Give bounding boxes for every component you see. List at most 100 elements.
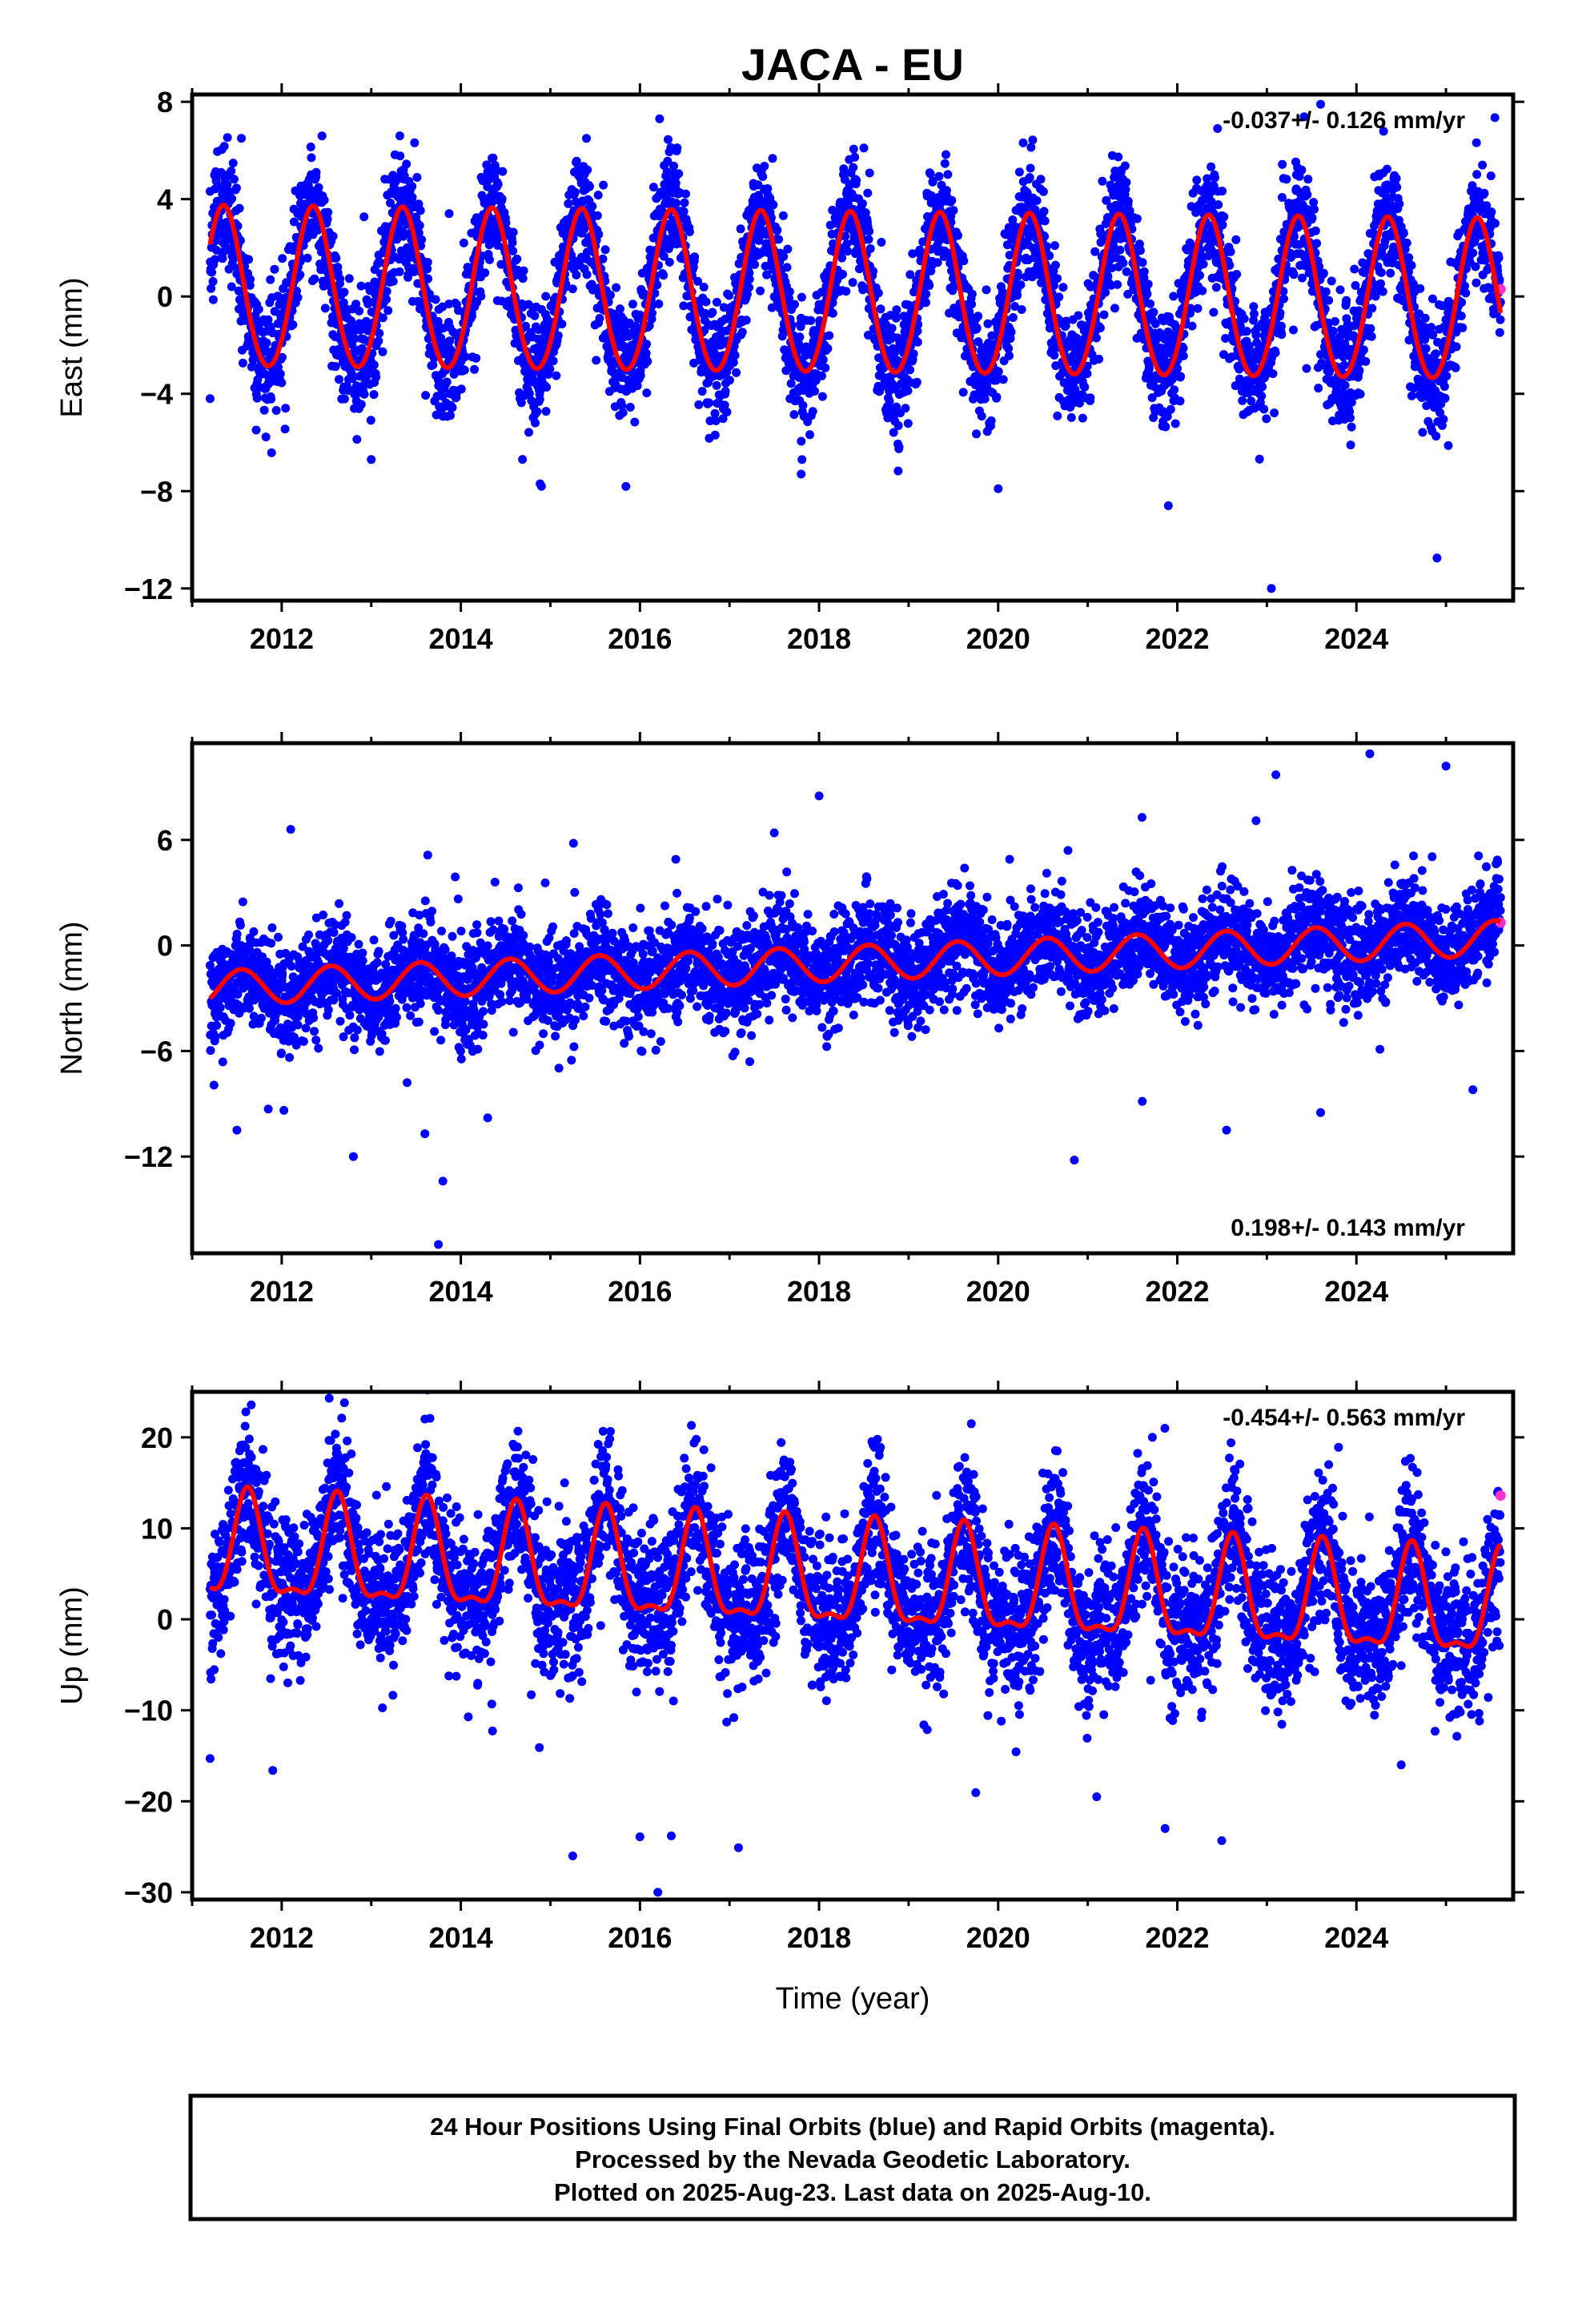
data-point: [1193, 304, 1203, 313]
data-point: [1279, 294, 1288, 304]
data-point: [508, 227, 518, 237]
data-point: [508, 246, 518, 255]
data-point: [1361, 356, 1371, 366]
data-point: [1098, 176, 1107, 186]
data-point: [797, 292, 806, 302]
data-point: [295, 270, 305, 279]
data-point: [865, 227, 874, 236]
data-point: [259, 405, 269, 415]
data-point: [501, 218, 511, 227]
data-point: [408, 182, 417, 191]
data-point: [616, 304, 624, 314]
data-point: [1350, 264, 1359, 274]
data-point: [568, 255, 578, 265]
data-point: [238, 358, 247, 368]
data-point: [1297, 165, 1307, 175]
data-point: [246, 275, 255, 284]
data-point: [972, 429, 981, 439]
data-point: [518, 274, 528, 283]
data-point: [934, 171, 944, 181]
data-point: [328, 231, 338, 241]
data-point: [598, 254, 608, 263]
data-point: [943, 170, 953, 179]
data-point: [583, 165, 592, 175]
data-point: [1092, 333, 1101, 343]
data-point: [428, 360, 438, 370]
data-point: [512, 254, 522, 263]
data-point: [798, 400, 808, 410]
data-point: [693, 276, 702, 286]
data-point: [470, 364, 479, 374]
data-point: [1036, 175, 1046, 184]
data-point: [1255, 454, 1264, 464]
data-point: [468, 312, 476, 321]
data-point: [344, 274, 354, 283]
data-point: [568, 284, 577, 294]
data-point: [293, 293, 303, 302]
data-point: [335, 375, 343, 384]
data-point: [1440, 393, 1450, 403]
data-point: [524, 428, 533, 437]
data-point: [383, 306, 393, 316]
data-point: [1232, 270, 1242, 279]
data-point: [942, 186, 951, 195]
data-point: [1399, 228, 1408, 238]
data-point: [865, 244, 875, 253]
data-point: [237, 299, 247, 308]
data-point: [1439, 382, 1449, 392]
data-point: [595, 314, 604, 323]
data-point: [585, 182, 594, 191]
data-point: [1407, 391, 1416, 400]
data-point: [617, 401, 627, 411]
data-point: [665, 257, 674, 267]
data-point: [1080, 382, 1090, 392]
data-point: [488, 153, 498, 163]
data-point: [472, 353, 481, 363]
data-point: [797, 436, 806, 446]
data-point: [528, 368, 538, 378]
data-point: [1418, 428, 1427, 437]
data-point: [1359, 345, 1368, 355]
data-point: [277, 378, 287, 388]
data-point: [391, 177, 400, 187]
data-point: [913, 326, 922, 336]
data-point: [725, 291, 734, 300]
data-point: [681, 189, 690, 199]
data-point: [750, 259, 760, 269]
data-point: [1452, 342, 1461, 352]
data-point: [1289, 325, 1298, 335]
data-point: [648, 183, 658, 192]
data-point: [903, 386, 913, 396]
data-point: [708, 308, 717, 317]
data-point: [850, 152, 860, 162]
data-point: [808, 407, 817, 416]
data-point: [928, 176, 938, 186]
data-point: [805, 430, 814, 440]
data-point: [1339, 360, 1349, 370]
data-point: [806, 316, 816, 325]
data-point: [410, 138, 420, 147]
data-point: [444, 209, 454, 219]
data-point: [1355, 366, 1364, 376]
data-point: [531, 418, 540, 428]
data-point: [783, 244, 793, 254]
data-point: [211, 255, 219, 264]
data-point: [1078, 413, 1087, 423]
data-point: [369, 360, 379, 370]
data-point: [1114, 152, 1123, 162]
data-point: [553, 331, 563, 340]
data-point: [438, 392, 448, 401]
data-point: [532, 407, 542, 416]
data-point: [1302, 364, 1311, 373]
data-point: [618, 408, 628, 417]
data-point: [351, 300, 361, 309]
data-point: [899, 320, 909, 329]
data-point: [857, 199, 867, 208]
data-point: [207, 283, 216, 293]
data-point: [1342, 296, 1351, 305]
data-point: [508, 238, 517, 247]
data-point: [1028, 135, 1038, 145]
data-point: [710, 430, 720, 440]
data-point: [737, 328, 747, 337]
